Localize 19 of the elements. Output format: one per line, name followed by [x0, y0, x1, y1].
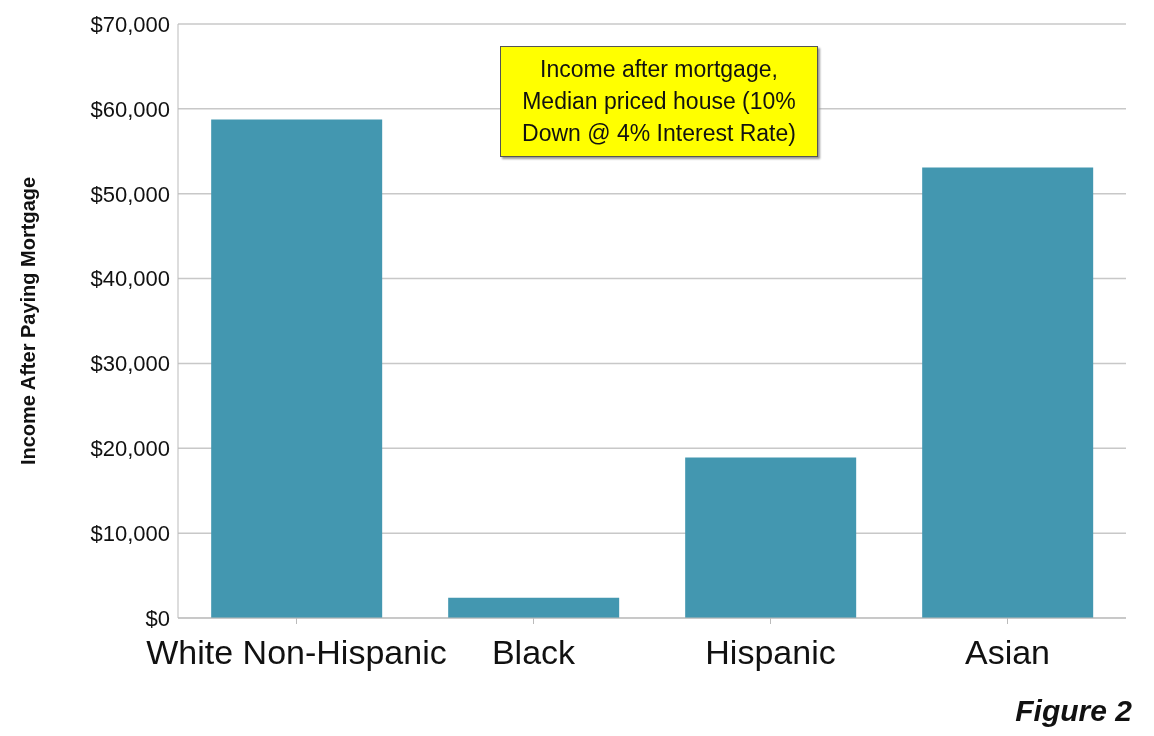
bar: [685, 457, 857, 618]
y-tick-label: $70,000: [90, 11, 170, 37]
x-tick-label: Asian: [964, 633, 1051, 672]
x-tick-label: Black: [491, 633, 577, 672]
y-tick-label: $50,000: [90, 181, 170, 207]
y-tick-label: $20,000: [90, 436, 170, 462]
y-tick-label: $30,000: [90, 351, 170, 377]
y-tick-label: $60,000: [90, 96, 170, 122]
x-tick-label: Hispanic: [705, 633, 836, 672]
y-tick-label: $0: [145, 605, 170, 631]
y-tick-label: $10,000: [90, 520, 170, 546]
y-axis-title: Income After Paying Mortgage: [17, 176, 40, 466]
caption: Figure 2: [1015, 694, 1132, 728]
bar: [922, 167, 1094, 618]
annotation: Income after mortgage, Median priced house (10% Down @ 4% Interest Rate): [500, 46, 818, 157]
y-tick-label: $40,000: [90, 266, 170, 292]
bar: [211, 119, 383, 618]
bar: [448, 597, 620, 618]
x-tick-label: White Non-Hispanic: [146, 633, 447, 672]
